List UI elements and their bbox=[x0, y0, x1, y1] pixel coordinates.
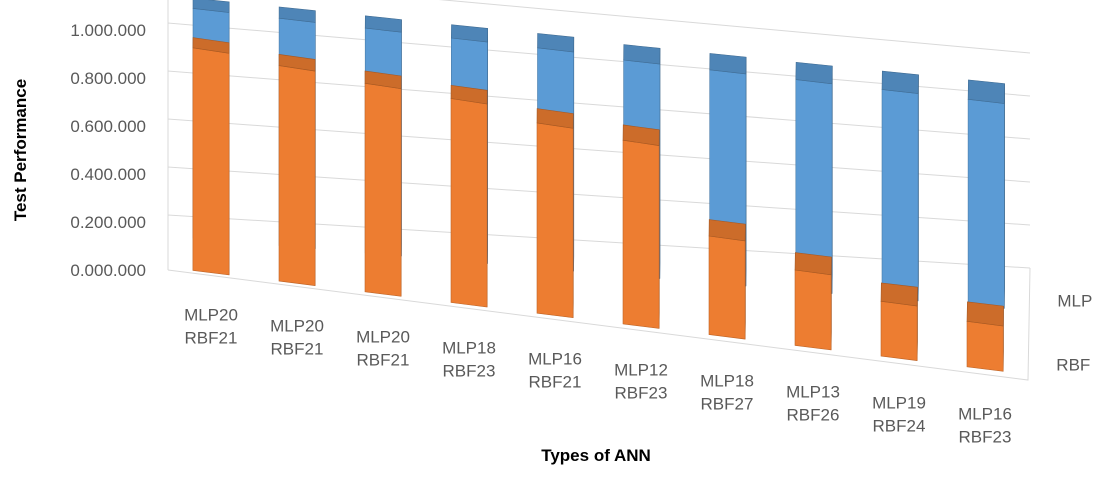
bar-rbf bbox=[881, 283, 918, 361]
bar-rbf bbox=[451, 85, 487, 307]
bar-front-face bbox=[882, 90, 918, 301]
bar-front-face bbox=[193, 48, 229, 275]
bar-rbf bbox=[365, 71, 401, 296]
y-tick-label: 0.800.000 bbox=[70, 69, 146, 88]
bar-front-face bbox=[795, 270, 831, 350]
bar-front-face bbox=[623, 140, 659, 328]
bar-rbf bbox=[967, 302, 1004, 372]
bar-rbf bbox=[795, 253, 831, 350]
bar-front-face bbox=[968, 99, 1004, 308]
series-label-mlp: MLP bbox=[1057, 292, 1092, 311]
bar-front-face bbox=[279, 66, 315, 286]
bar-front-face bbox=[967, 321, 1003, 371]
bar-rbf bbox=[193, 38, 229, 275]
y-tick-label: 0.000.000 bbox=[70, 261, 146, 280]
bar-rbf bbox=[623, 125, 659, 329]
bar-rbf bbox=[709, 220, 745, 340]
bar-front-face bbox=[365, 83, 401, 296]
bar-top-face bbox=[882, 71, 919, 94]
bar-mlp bbox=[968, 80, 1005, 309]
bar-front-face bbox=[709, 236, 745, 339]
bar-front-face bbox=[881, 301, 917, 360]
y-tick-label: 0.200.000 bbox=[70, 213, 146, 232]
y-tick-label: 0.400.000 bbox=[70, 165, 146, 184]
y-tick-label: 1.000.000 bbox=[70, 21, 146, 40]
bar-front-face bbox=[451, 99, 487, 308]
y-tick-labels: 0.000.000 0.200.000 0.400.000 0.600.000 0.80… bbox=[70, 21, 146, 280]
bar-mlp bbox=[882, 71, 919, 301]
y-tick-label: 0.600.000 bbox=[70, 117, 146, 136]
x-axis-title: Types of ANN bbox=[541, 446, 651, 465]
bar-rbf bbox=[279, 54, 315, 285]
y-axis-title: Test Performance bbox=[11, 79, 30, 221]
series-label-rbf: RBF bbox=[1056, 355, 1090, 374]
series-depth-labels: MLP RBF bbox=[1056, 292, 1092, 375]
bar-front-face bbox=[537, 123, 573, 318]
bar-rbf bbox=[537, 109, 573, 318]
bar-top-face bbox=[968, 80, 1005, 104]
